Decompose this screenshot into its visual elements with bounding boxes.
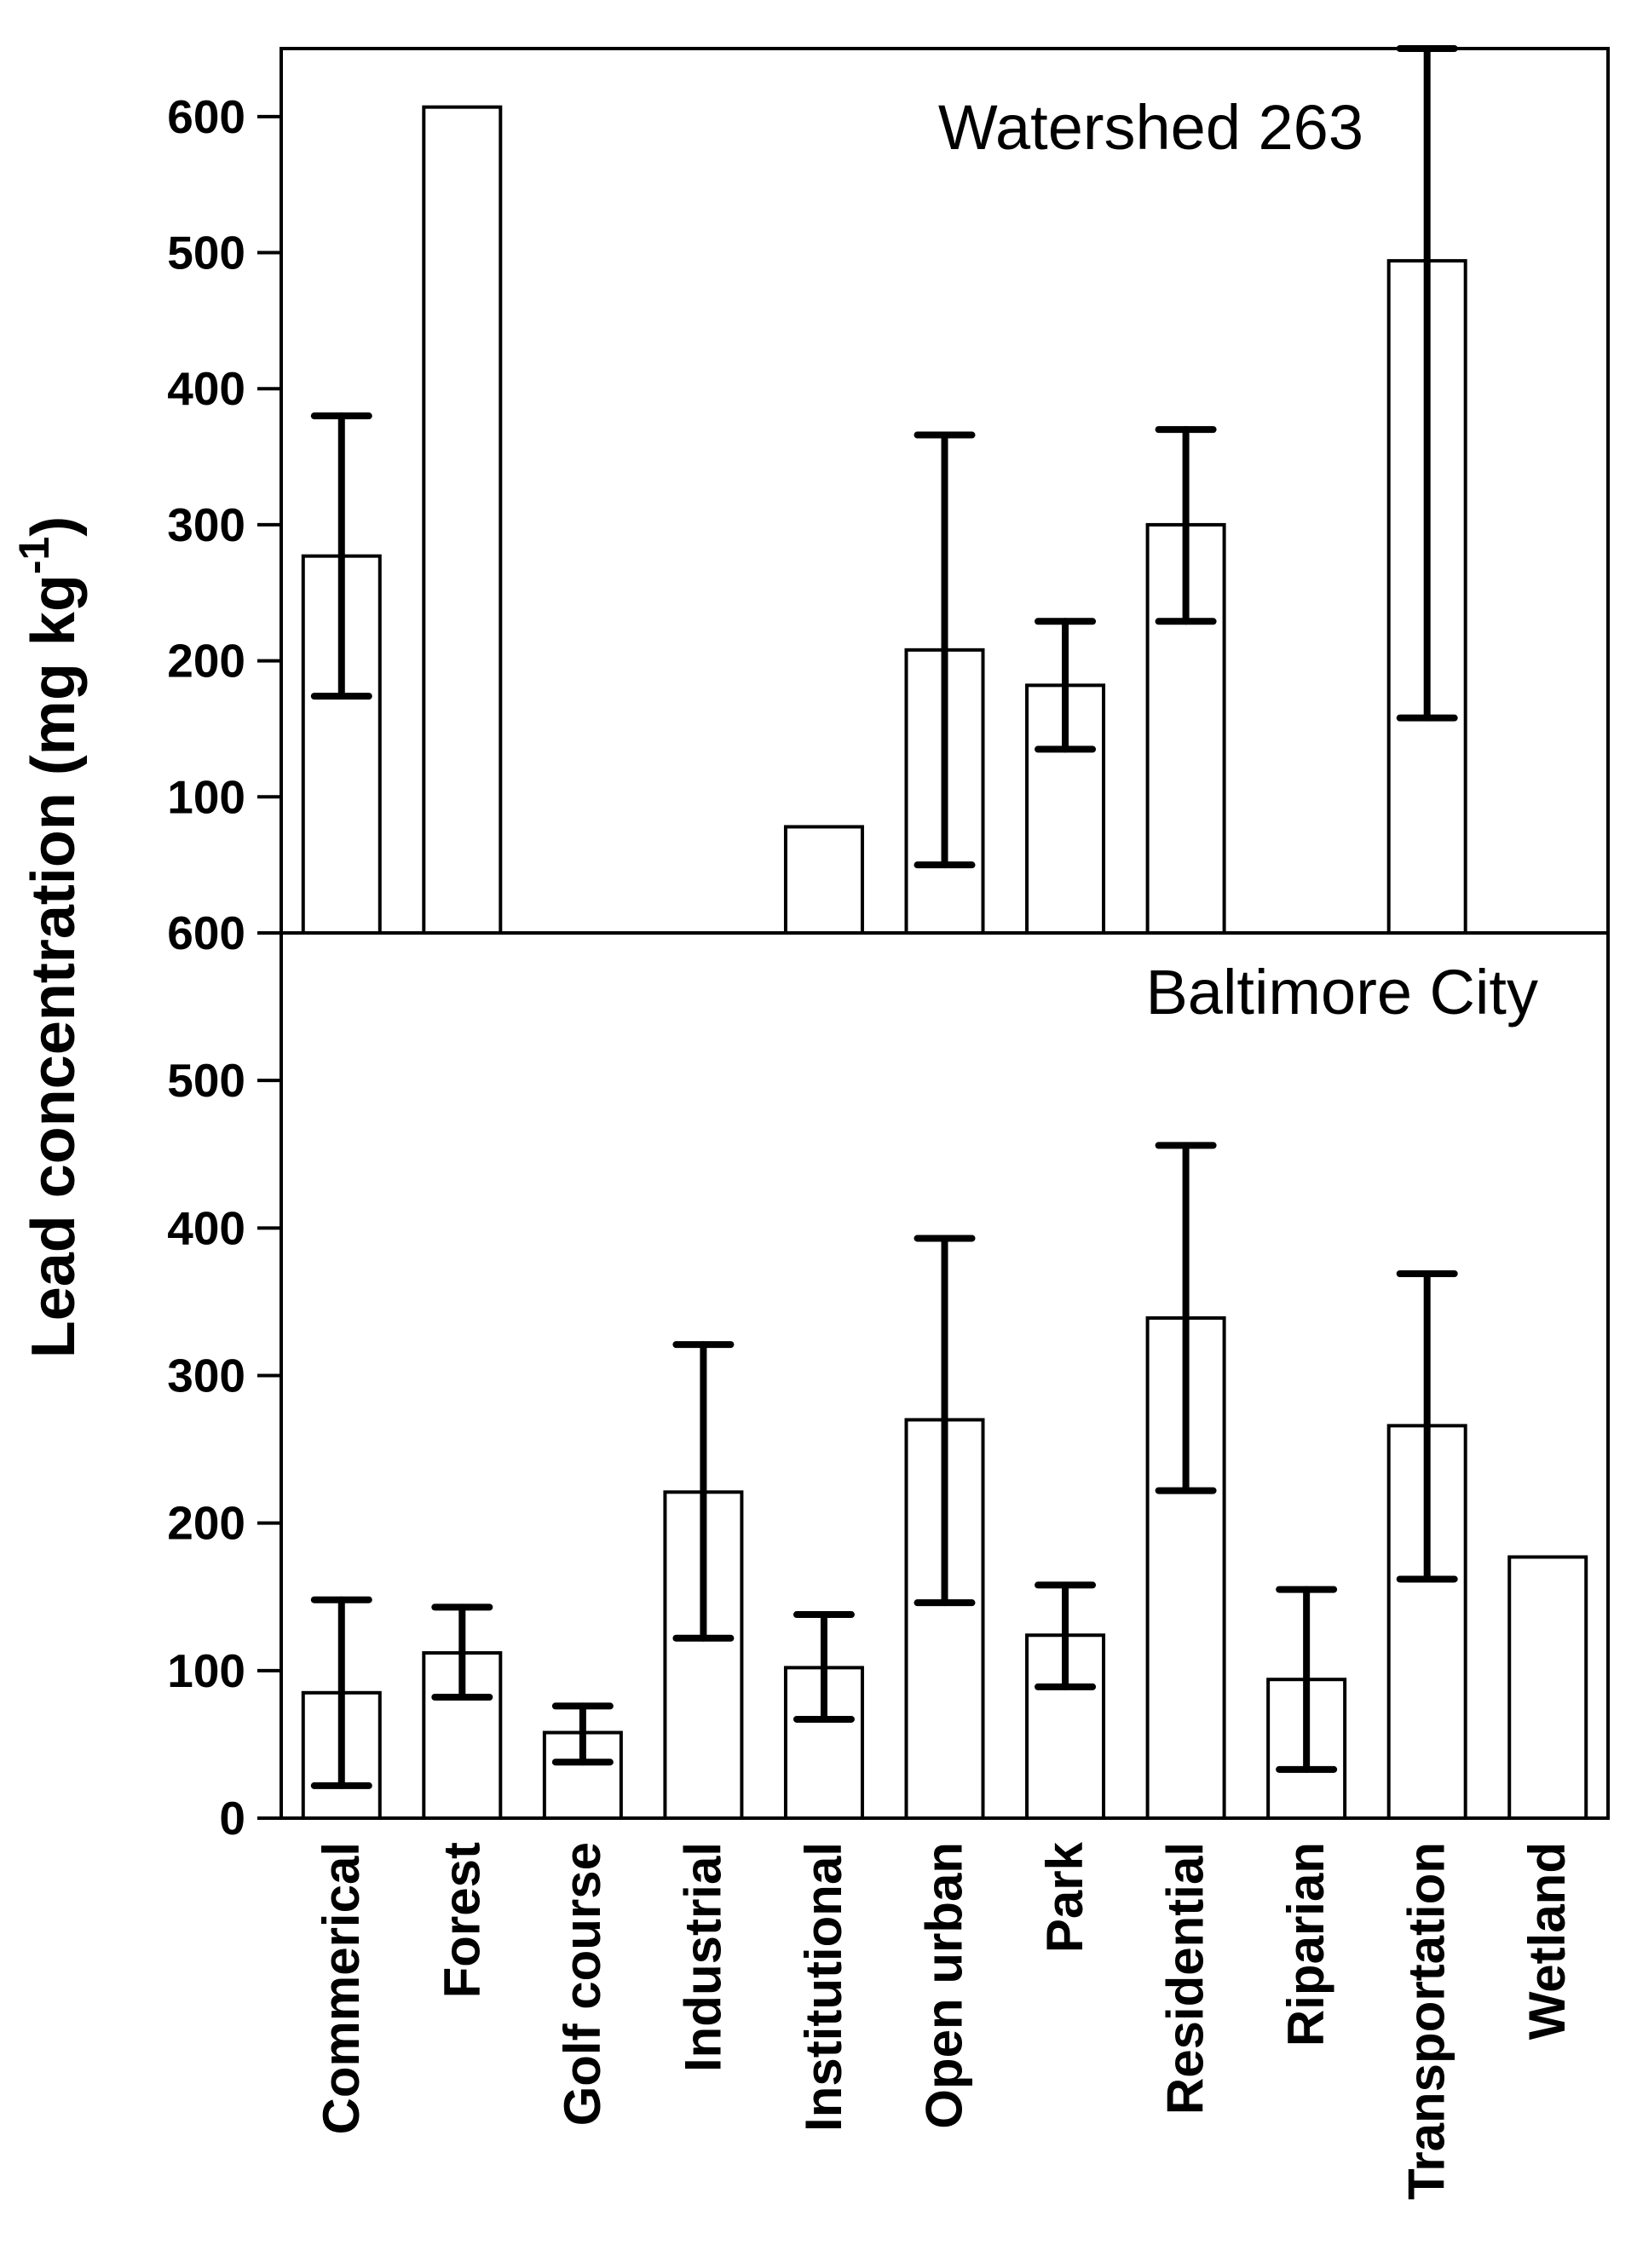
y-tick-label: 300 bbox=[167, 498, 245, 551]
bar-institutional bbox=[783, 825, 864, 935]
panel-baltimore-city: 0 100 200 300 400 500 600 Baltimore City bbox=[167, 907, 1610, 1845]
error-bar-open-urban bbox=[914, 431, 976, 869]
error-bar-park bbox=[1035, 1581, 1097, 1690]
y-tick-label: 0 bbox=[219, 1792, 245, 1845]
y-tick-label: 400 bbox=[167, 1201, 245, 1254]
y-tick-label: 400 bbox=[167, 362, 245, 415]
y-tick-label: 200 bbox=[167, 1497, 245, 1550]
panel-watershed-263: 100 200 300 400 500 600 Watershed 263 bbox=[167, 45, 1610, 935]
x-category-label: Residential bbox=[1157, 1842, 1214, 2115]
error-bar-golf-course bbox=[551, 1702, 614, 1766]
y-tick-label: 500 bbox=[167, 227, 245, 279]
bar-forest bbox=[422, 105, 503, 935]
y-axis-label-text: Lead concentration (mg kg-1) bbox=[10, 516, 88, 1359]
error-bar-institutional bbox=[793, 1611, 855, 1723]
error-bar-commerical bbox=[310, 412, 372, 700]
panel-title: Baltimore City bbox=[1145, 957, 1538, 1028]
panels: 100 200 300 400 500 600 Watershed 263 0 100 200 30… bbox=[167, 45, 1610, 1845]
x-category-label: Wetland bbox=[1519, 1842, 1576, 2040]
error-bar-open-urban bbox=[914, 1235, 976, 1607]
error-bar-park bbox=[1035, 618, 1097, 753]
panel-title: Watershed 263 bbox=[938, 92, 1363, 163]
error-bar-forest bbox=[431, 1603, 493, 1701]
error-bar-transportation bbox=[1396, 1270, 1458, 1583]
bar-wetland bbox=[1507, 1555, 1588, 1820]
x-category-label: Golf course bbox=[554, 1842, 611, 2126]
y-tick-label: 600 bbox=[167, 90, 245, 143]
x-category-label: Park bbox=[1036, 1841, 1093, 1953]
error-bar-commerical bbox=[310, 1596, 372, 1789]
x-category-label: Institutional bbox=[795, 1842, 852, 2132]
y-axis-label: Lead concentration (mg kg-1) bbox=[10, 516, 88, 1359]
y-tick-label: 200 bbox=[167, 635, 245, 688]
x-category-label: Open urban bbox=[916, 1842, 973, 2129]
y-tick-label: 600 bbox=[167, 907, 245, 959]
error-bar-transportation bbox=[1396, 45, 1458, 722]
y-tick-label: 500 bbox=[167, 1054, 245, 1107]
x-category-label: Forest bbox=[433, 1842, 490, 1998]
x-category-label: Transportation bbox=[1398, 1842, 1455, 2200]
y-tick-label: 300 bbox=[167, 1350, 245, 1402]
error-bar-residential bbox=[1155, 426, 1217, 625]
x-category-label: Industrial bbox=[674, 1842, 731, 2072]
y-tick-label: 100 bbox=[167, 1644, 245, 1697]
x-axis-categories: Commerical Forest Golf course Industrial Ins… bbox=[313, 1841, 1576, 2200]
error-bar-riparian bbox=[1276, 1586, 1338, 1773]
x-category-label: Commerical bbox=[313, 1842, 370, 2134]
error-bar-industrial bbox=[672, 1341, 735, 1642]
error-bar-residential bbox=[1155, 1142, 1217, 1494]
x-category-label: Riparian bbox=[1277, 1842, 1334, 2046]
y-tick-label: 100 bbox=[167, 770, 245, 823]
